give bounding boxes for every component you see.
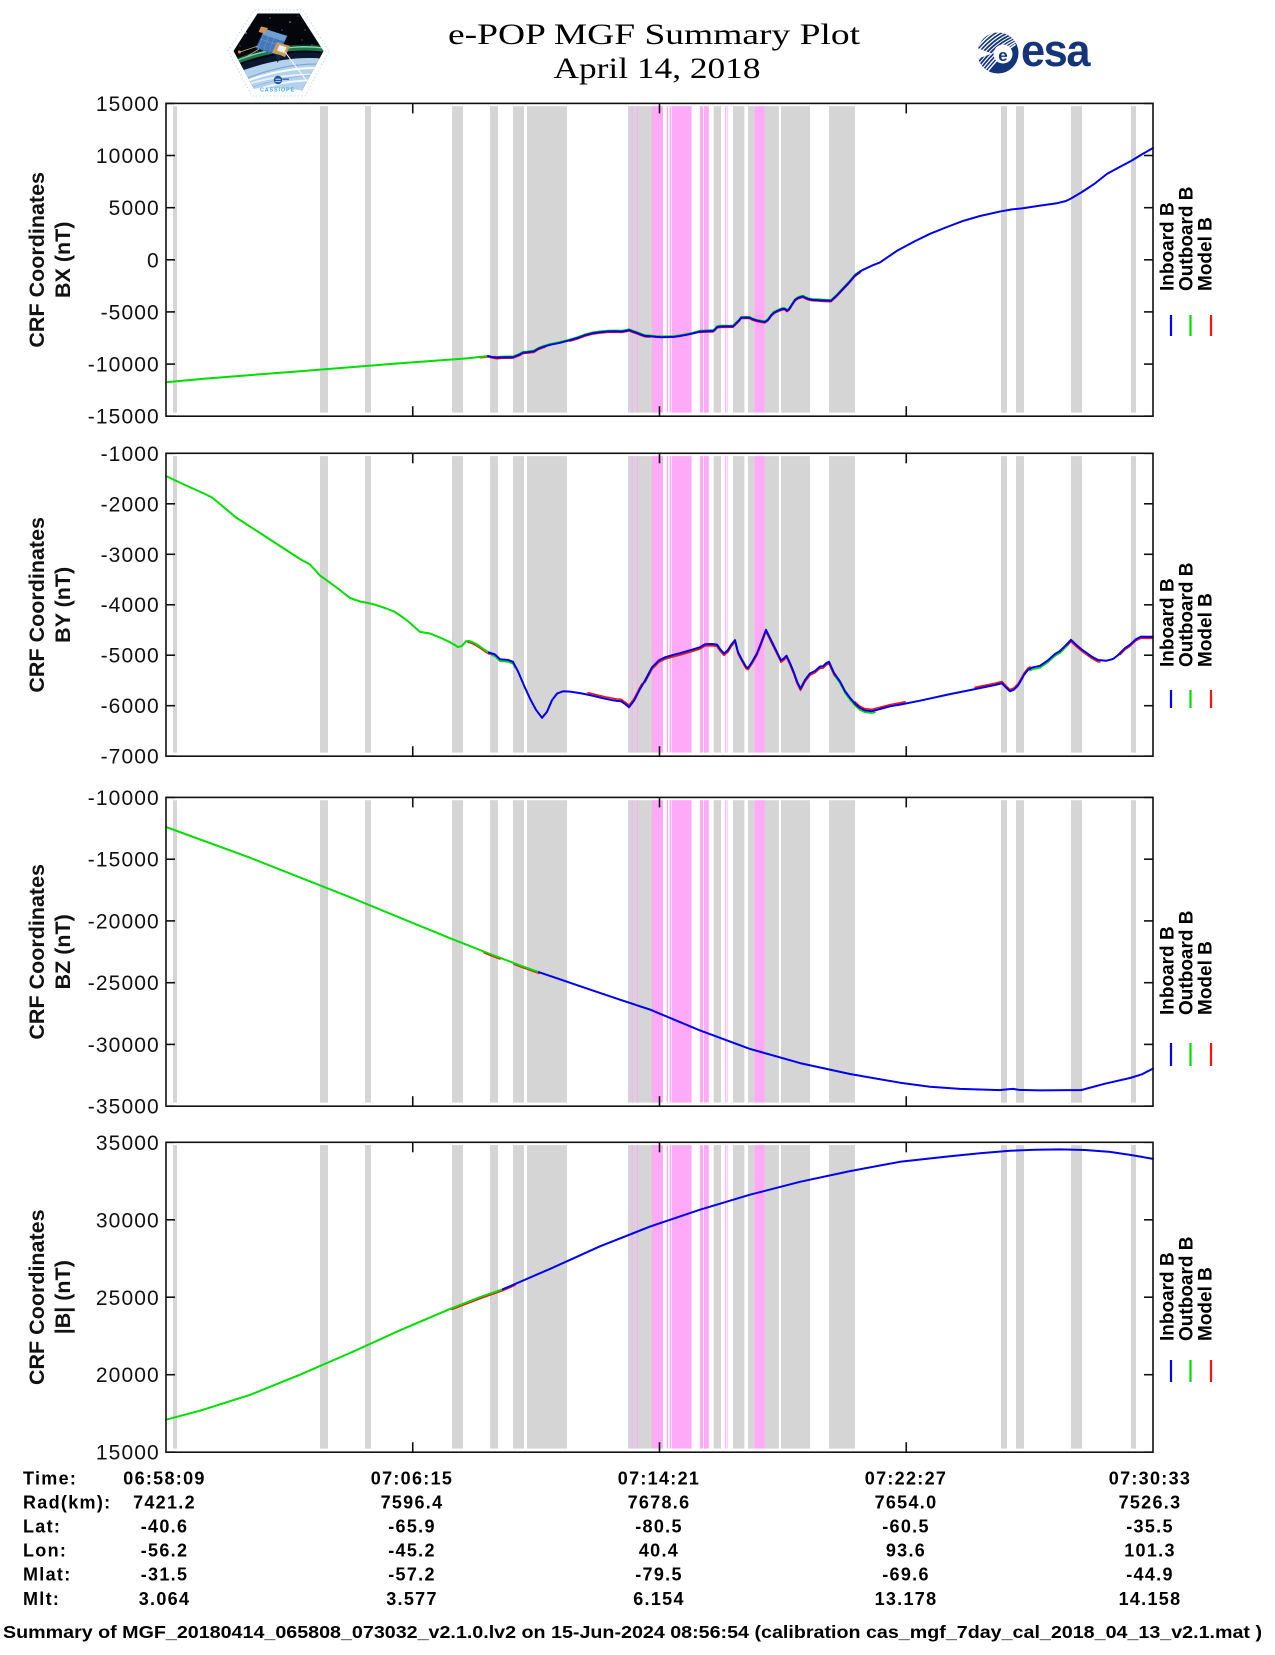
- svg-text:07:30:33: 07:30:33: [1109, 1468, 1191, 1488]
- svg-text:-57.2: -57.2: [388, 1565, 436, 1585]
- svg-text:esa: esa: [1021, 25, 1091, 76]
- svg-text:Outboard B: Outboard B: [1177, 1237, 1198, 1342]
- svg-text:Summary of MGF_20180414_065808: Summary of MGF_20180414_065808_073032_v2…: [3, 1622, 1262, 1642]
- svg-text:-20000: -20000: [88, 910, 160, 933]
- svg-text:Model B: Model B: [1196, 1267, 1217, 1341]
- svg-text:3.064: 3.064: [139, 1589, 191, 1609]
- svg-text:40.4: 40.4: [639, 1541, 679, 1561]
- svg-text:-7000: -7000: [101, 746, 160, 769]
- svg-text:20000: 20000: [96, 1364, 160, 1387]
- svg-text:-15000: -15000: [88, 406, 160, 429]
- svg-text:5000: 5000: [109, 197, 160, 220]
- svg-text:-1000: -1000: [101, 443, 160, 466]
- svg-text:-35000: -35000: [88, 1096, 160, 1119]
- svg-text:-65.9: -65.9: [388, 1517, 436, 1537]
- svg-text:-2000: -2000: [101, 493, 160, 516]
- svg-text:7596.4: 7596.4: [381, 1492, 444, 1512]
- svg-text:-5000: -5000: [101, 645, 160, 668]
- svg-text:6.154: 6.154: [633, 1589, 685, 1609]
- svg-text:Outboard B: Outboard B: [1177, 911, 1198, 1016]
- svg-text:30000: 30000: [96, 1209, 160, 1232]
- svg-text:Lat:: Lat:: [23, 1517, 61, 1537]
- svg-text:Rad(km):: Rad(km):: [23, 1492, 111, 1512]
- svg-text:Inboard B: Inboard B: [1158, 578, 1179, 667]
- svg-text:Model B: Model B: [1196, 593, 1217, 667]
- svg-text:-3000: -3000: [101, 544, 160, 567]
- svg-text:BZ (nT): BZ (nT): [51, 914, 75, 989]
- svg-text:3.577: 3.577: [386, 1589, 438, 1609]
- svg-text:06:58:09: 06:58:09: [123, 1468, 205, 1488]
- svg-text:-6000: -6000: [101, 695, 160, 718]
- svg-text:7654.0: 7654.0: [875, 1492, 938, 1512]
- svg-text:|B| (nT): |B| (nT): [51, 1260, 75, 1334]
- svg-text:e: e: [998, 46, 1007, 65]
- svg-text:7421.2: 7421.2: [133, 1492, 196, 1512]
- svg-text:101.3: 101.3: [1124, 1541, 1176, 1561]
- svg-text:BX (nT): BX (nT): [51, 222, 75, 298]
- svg-text:7526.3: 7526.3: [1119, 1492, 1182, 1512]
- svg-text:-10000: -10000: [88, 354, 160, 377]
- svg-text:Mlt:: Mlt:: [23, 1589, 60, 1609]
- svg-text:-4000: -4000: [101, 594, 160, 617]
- svg-text:Mlat:: Mlat:: [23, 1565, 72, 1585]
- svg-text:Inboard B: Inboard B: [1158, 202, 1179, 291]
- svg-text:14.158: 14.158: [1119, 1589, 1182, 1609]
- svg-text:-15000: -15000: [88, 849, 160, 872]
- svg-text:35000: 35000: [96, 1132, 160, 1155]
- svg-text:Time:: Time:: [23, 1468, 77, 1488]
- svg-text:-69.6: -69.6: [882, 1565, 930, 1585]
- svg-text:-79.5: -79.5: [635, 1565, 683, 1585]
- svg-text:CRF Coordinates: CRF Coordinates: [25, 172, 49, 348]
- svg-text:CRF Coordinates: CRF Coordinates: [25, 517, 49, 693]
- svg-text:10000: 10000: [96, 145, 160, 168]
- svg-text:07:14:21: 07:14:21: [618, 1468, 700, 1488]
- svg-text:93.6: 93.6: [886, 1541, 926, 1561]
- svg-text:Model B: Model B: [1196, 217, 1217, 291]
- svg-text:-35.5: -35.5: [1126, 1517, 1174, 1537]
- svg-text:-5000: -5000: [101, 301, 160, 324]
- svg-text:Outboard B: Outboard B: [1177, 563, 1198, 668]
- svg-text:15000: 15000: [96, 1442, 160, 1465]
- svg-text:CASSIOPE: CASSIOPE: [260, 88, 295, 94]
- svg-text:e-POP MGF Summary Plot: e-POP MGF Summary Plot: [448, 18, 861, 51]
- svg-text:15000: 15000: [96, 93, 160, 116]
- svg-text:Lon:: Lon:: [23, 1541, 67, 1561]
- svg-text:Inboard B: Inboard B: [1158, 926, 1179, 1015]
- svg-text:07:22:27: 07:22:27: [865, 1468, 947, 1488]
- svg-text:-10000: -10000: [88, 787, 160, 810]
- svg-text:CRF Coordinates: CRF Coordinates: [25, 864, 49, 1040]
- svg-text:-25000: -25000: [88, 972, 160, 995]
- svg-text:April 14, 2018: April 14, 2018: [554, 52, 761, 85]
- svg-text:25000: 25000: [96, 1287, 160, 1310]
- svg-text:0: 0: [147, 249, 160, 272]
- svg-text:-56.2: -56.2: [141, 1541, 189, 1561]
- svg-text:CRF Coordinates: CRF Coordinates: [25, 1209, 49, 1385]
- svg-text:7678.6: 7678.6: [628, 1492, 691, 1512]
- svg-text:-45.2: -45.2: [388, 1541, 436, 1561]
- svg-text:-30000: -30000: [88, 1034, 160, 1057]
- svg-text:-40.6: -40.6: [141, 1517, 189, 1537]
- svg-text:Model B: Model B: [1196, 941, 1217, 1015]
- svg-text:07:06:15: 07:06:15: [371, 1468, 453, 1488]
- svg-text:BY (nT): BY (nT): [51, 567, 75, 643]
- svg-text:-80.5: -80.5: [635, 1517, 683, 1537]
- svg-text:-31.5: -31.5: [141, 1565, 189, 1585]
- svg-text:Inboard B: Inboard B: [1158, 1252, 1179, 1341]
- svg-text:-44.9: -44.9: [1126, 1565, 1174, 1585]
- svg-text:Outboard B: Outboard B: [1177, 187, 1198, 292]
- svg-text:13.178: 13.178: [875, 1589, 938, 1609]
- svg-text:-60.5: -60.5: [882, 1517, 930, 1537]
